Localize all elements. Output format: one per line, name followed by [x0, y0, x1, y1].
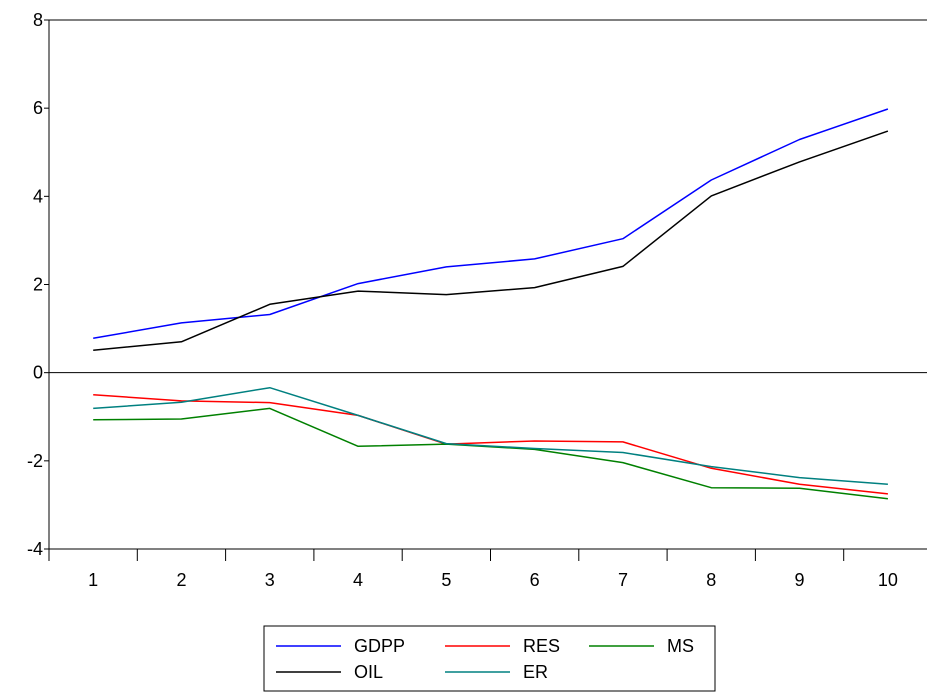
- series-line-gdpp: [93, 108, 889, 340]
- x-axis: 1 2 3 4 5 6 7 8 9 10: [48, 549, 898, 590]
- y-tick-label: 0: [33, 363, 43, 383]
- legend-label-res: RES: [523, 636, 560, 656]
- y-tick-label: 6: [33, 98, 43, 118]
- series-line-oil: [93, 130, 889, 351]
- series-line-er: [93, 386, 888, 485]
- legend-label-ms: MS: [667, 636, 694, 656]
- x-tick-label: 2: [176, 570, 186, 590]
- plot-frame: [48, 19, 927, 550]
- x-tick-label: 8: [706, 570, 716, 590]
- x-tick-label: 6: [530, 570, 540, 590]
- x-tick-label: 10: [878, 570, 898, 590]
- legend-box: [263, 625, 716, 692]
- x-tick-label: 4: [353, 570, 363, 590]
- x-tick-label: 5: [441, 570, 451, 590]
- y-axis: -4 -2 0 2 4 6 8: [27, 10, 49, 559]
- legend-label-er: ER: [523, 662, 548, 682]
- x-tick-label: 3: [265, 570, 275, 590]
- y-tick-label: 2: [33, 275, 43, 295]
- series-line-res: [93, 393, 888, 495]
- series-line-ms: [93, 407, 888, 500]
- x-tick-label: 9: [795, 570, 805, 590]
- series-lines: [93, 108, 889, 500]
- legend-label-gdpp: GDPP: [354, 636, 405, 656]
- x-tick-label: 7: [618, 570, 628, 590]
- y-tick-label: 8: [33, 10, 43, 30]
- y-tick-label: -2: [27, 451, 43, 471]
- y-tick-label: -4: [27, 539, 43, 559]
- y-tick-label: 4: [33, 186, 43, 206]
- x-tick-label: 1: [88, 570, 98, 590]
- legend: GDPP RES MS OIL ER: [263, 625, 716, 692]
- legend-label-oil: OIL: [354, 662, 383, 682]
